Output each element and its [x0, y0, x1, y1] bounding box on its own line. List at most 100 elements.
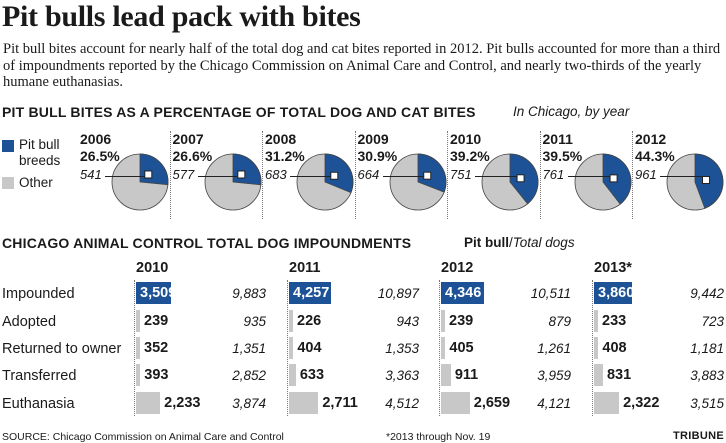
- table-legend-pit: Pit bull: [464, 235, 509, 250]
- table-year-header: 2012: [441, 260, 474, 276]
- pie-callout-marker: [236, 170, 245, 179]
- table-pit-bull-bar: [136, 282, 171, 304]
- table-pit-bull-value: 233: [602, 313, 627, 329]
- table-pit-bull-bar: [289, 310, 293, 332]
- pie-percent-label: 31.2%: [265, 148, 305, 164]
- table-pit-bull-bar: [289, 337, 294, 359]
- table-pit-bull-value: 2,233: [164, 395, 201, 411]
- source-note: SOURCE: Chicago Commission on Animal Car…: [2, 431, 284, 443]
- pie-year-label: 2006: [80, 131, 112, 147]
- pie-bite-count-label: 961: [635, 167, 657, 182]
- pie-slice-pit-bull: [139, 153, 169, 186]
- pie-callout-line: [382, 176, 424, 177]
- pie-bite-count-label: 664: [357, 167, 380, 182]
- pie-bite-count-label: 541: [80, 167, 102, 182]
- table-year-header: 2013*: [594, 260, 632, 276]
- table-pit-bull-value: 3,509: [140, 285, 177, 301]
- table-column-separator: [287, 280, 288, 416]
- table-pit-bull-value: 404: [297, 340, 322, 356]
- table-pit-bull-bar: [136, 337, 140, 359]
- table-total-value: 2,852: [232, 368, 266, 383]
- pie-bite-count-label: 761: [542, 167, 565, 182]
- pie-percent-label: 30.9%: [357, 148, 398, 164]
- pie-callout-line: [475, 176, 518, 177]
- table-pit-bull-value: 911: [454, 367, 479, 383]
- table-legend: Pit bull/Total dogs: [464, 235, 575, 250]
- table-total-value: 879: [548, 314, 571, 329]
- table-row-label: Transferred: [2, 368, 77, 384]
- legend-swatch-other: [2, 177, 14, 189]
- table-total-value: 723: [701, 314, 724, 329]
- table-pit-bull-bar: [136, 392, 161, 414]
- pie-percent-label: 26.5%: [80, 148, 120, 164]
- table-pit-bull-bar: [594, 310, 598, 332]
- table-pit-bull-bar: [441, 392, 470, 414]
- pie-callout-line: [197, 176, 238, 177]
- table-pit-bull-value: 4,257: [293, 285, 330, 301]
- table-total-value: 1,351: [232, 341, 266, 356]
- table-pit-bull-value: 352: [144, 340, 169, 356]
- pie-chart: [666, 153, 724, 211]
- table-row-label: Adopted: [2, 314, 57, 330]
- table-column-separator: [439, 280, 440, 416]
- table-column-separator: [592, 280, 593, 416]
- pie-year-label: 2010: [450, 131, 482, 147]
- pie-callout-marker: [609, 174, 618, 183]
- pie-section-subtitle: In Chicago, by year: [513, 104, 630, 119]
- table-pit-bull-value: 405: [449, 340, 474, 356]
- pie-chart: [389, 153, 446, 211]
- pie-chart: [296, 153, 354, 211]
- pie-percent-label: 26.6%: [172, 148, 213, 164]
- pie-year-label: 2007: [172, 131, 204, 147]
- table-pit-bull-bar: [289, 392, 319, 414]
- pie-bite-count-label: 683: [265, 167, 287, 182]
- pie-callout-line: [567, 176, 610, 177]
- table-total-value: 3,515: [690, 396, 724, 411]
- pie-separator: [447, 131, 448, 219]
- table-pit-bull-value: 4,346: [445, 285, 482, 301]
- pie-callout-marker: [330, 171, 339, 180]
- table-total-value: 3,874: [232, 396, 266, 411]
- table-pit-bull-value: 226: [297, 313, 322, 329]
- pie-chart: [111, 153, 169, 211]
- table-row-label: Euthanasia: [2, 396, 75, 412]
- table-total-value: 935: [243, 314, 266, 329]
- pie-chart: [204, 153, 261, 211]
- table-pit-bull-bar: [289, 282, 332, 304]
- credit: TRIBUNE: [673, 430, 724, 442]
- footnote: *2013 through Nov. 19: [386, 431, 491, 443]
- table-pit-bull-bar: [136, 310, 140, 332]
- table-total-value: 4,121: [537, 396, 571, 411]
- pie-percent-label: 44.3%: [635, 148, 675, 164]
- pie-separator: [632, 131, 633, 219]
- table-pit-bull-bar: [136, 364, 141, 386]
- legend-swatch-pit-bull: [2, 140, 14, 152]
- table-total-value: 1,353: [385, 341, 419, 356]
- table-total-value: 3,883: [690, 368, 724, 383]
- pie-separator: [354, 131, 356, 219]
- table-pit-bull-value: 408: [602, 340, 627, 356]
- pie-callout-line: [290, 176, 331, 177]
- pie-chart: [574, 153, 631, 211]
- table-section-title: CHICAGO ANIMAL CONTROL TOTAL DOG IMPOUND…: [2, 235, 412, 251]
- table-pit-bull-value: 3,860: [598, 285, 635, 301]
- table-pit-bull-bar: [594, 337, 599, 359]
- table-pit-bull-bar: [289, 364, 296, 386]
- table-legend-total: Total dogs: [512, 235, 575, 250]
- table-total-value: 10,511: [530, 286, 571, 301]
- table-year-header: 2010: [136, 260, 169, 276]
- table-pit-bull-value: 239: [144, 313, 169, 329]
- pie-separator: [262, 131, 263, 219]
- pie-section-title: PIT BULL BITES AS A PERCENTAGE OF TOTAL …: [2, 104, 476, 120]
- table-total-value: 4,512: [385, 396, 419, 411]
- headline: Pit bulls lead pack with bites: [2, 0, 361, 33]
- pie-year-label: 2008: [265, 131, 297, 147]
- pie-percent-label: 39.2%: [450, 148, 490, 164]
- pie-bite-count-label: 751: [450, 167, 472, 182]
- table-pit-bull-value: 2,659: [473, 395, 511, 411]
- table-pit-bull-value: 239: [449, 313, 474, 329]
- pie-slice-pit-bull: [324, 153, 354, 194]
- table-year-header: 2011: [289, 260, 321, 276]
- table-legend-sep: /: [509, 235, 513, 250]
- table-total-value: 1,261: [537, 341, 571, 356]
